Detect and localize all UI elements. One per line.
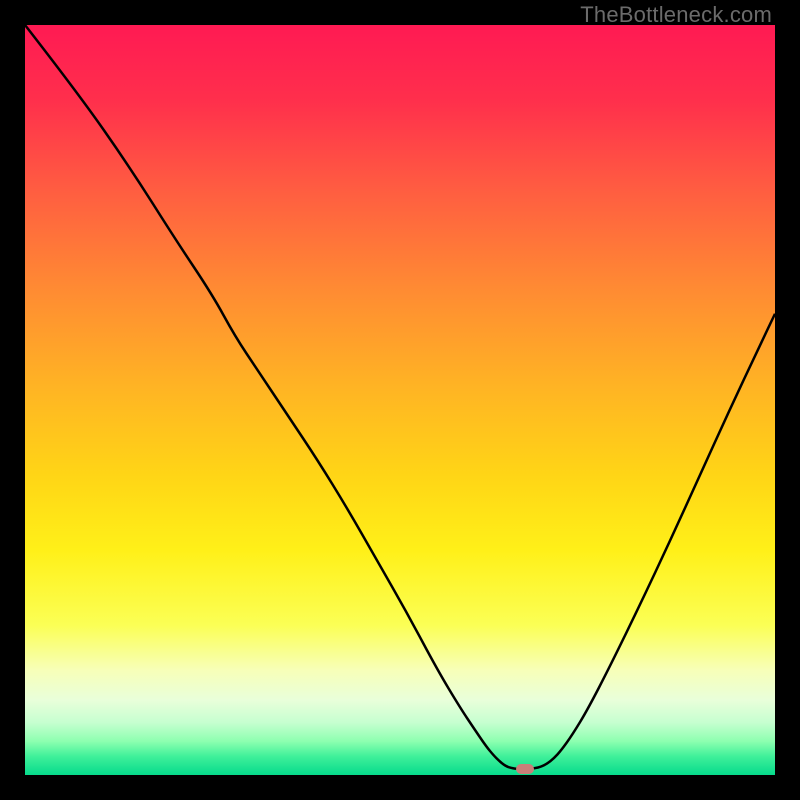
- chart-frame: TheBottleneck.com: [0, 0, 800, 800]
- optimal-point-marker: [516, 764, 534, 774]
- watermark-text: TheBottleneck.com: [580, 2, 772, 28]
- plot-area: [25, 25, 775, 775]
- curve-path: [25, 25, 775, 769]
- bottleneck-curve: [25, 25, 775, 775]
